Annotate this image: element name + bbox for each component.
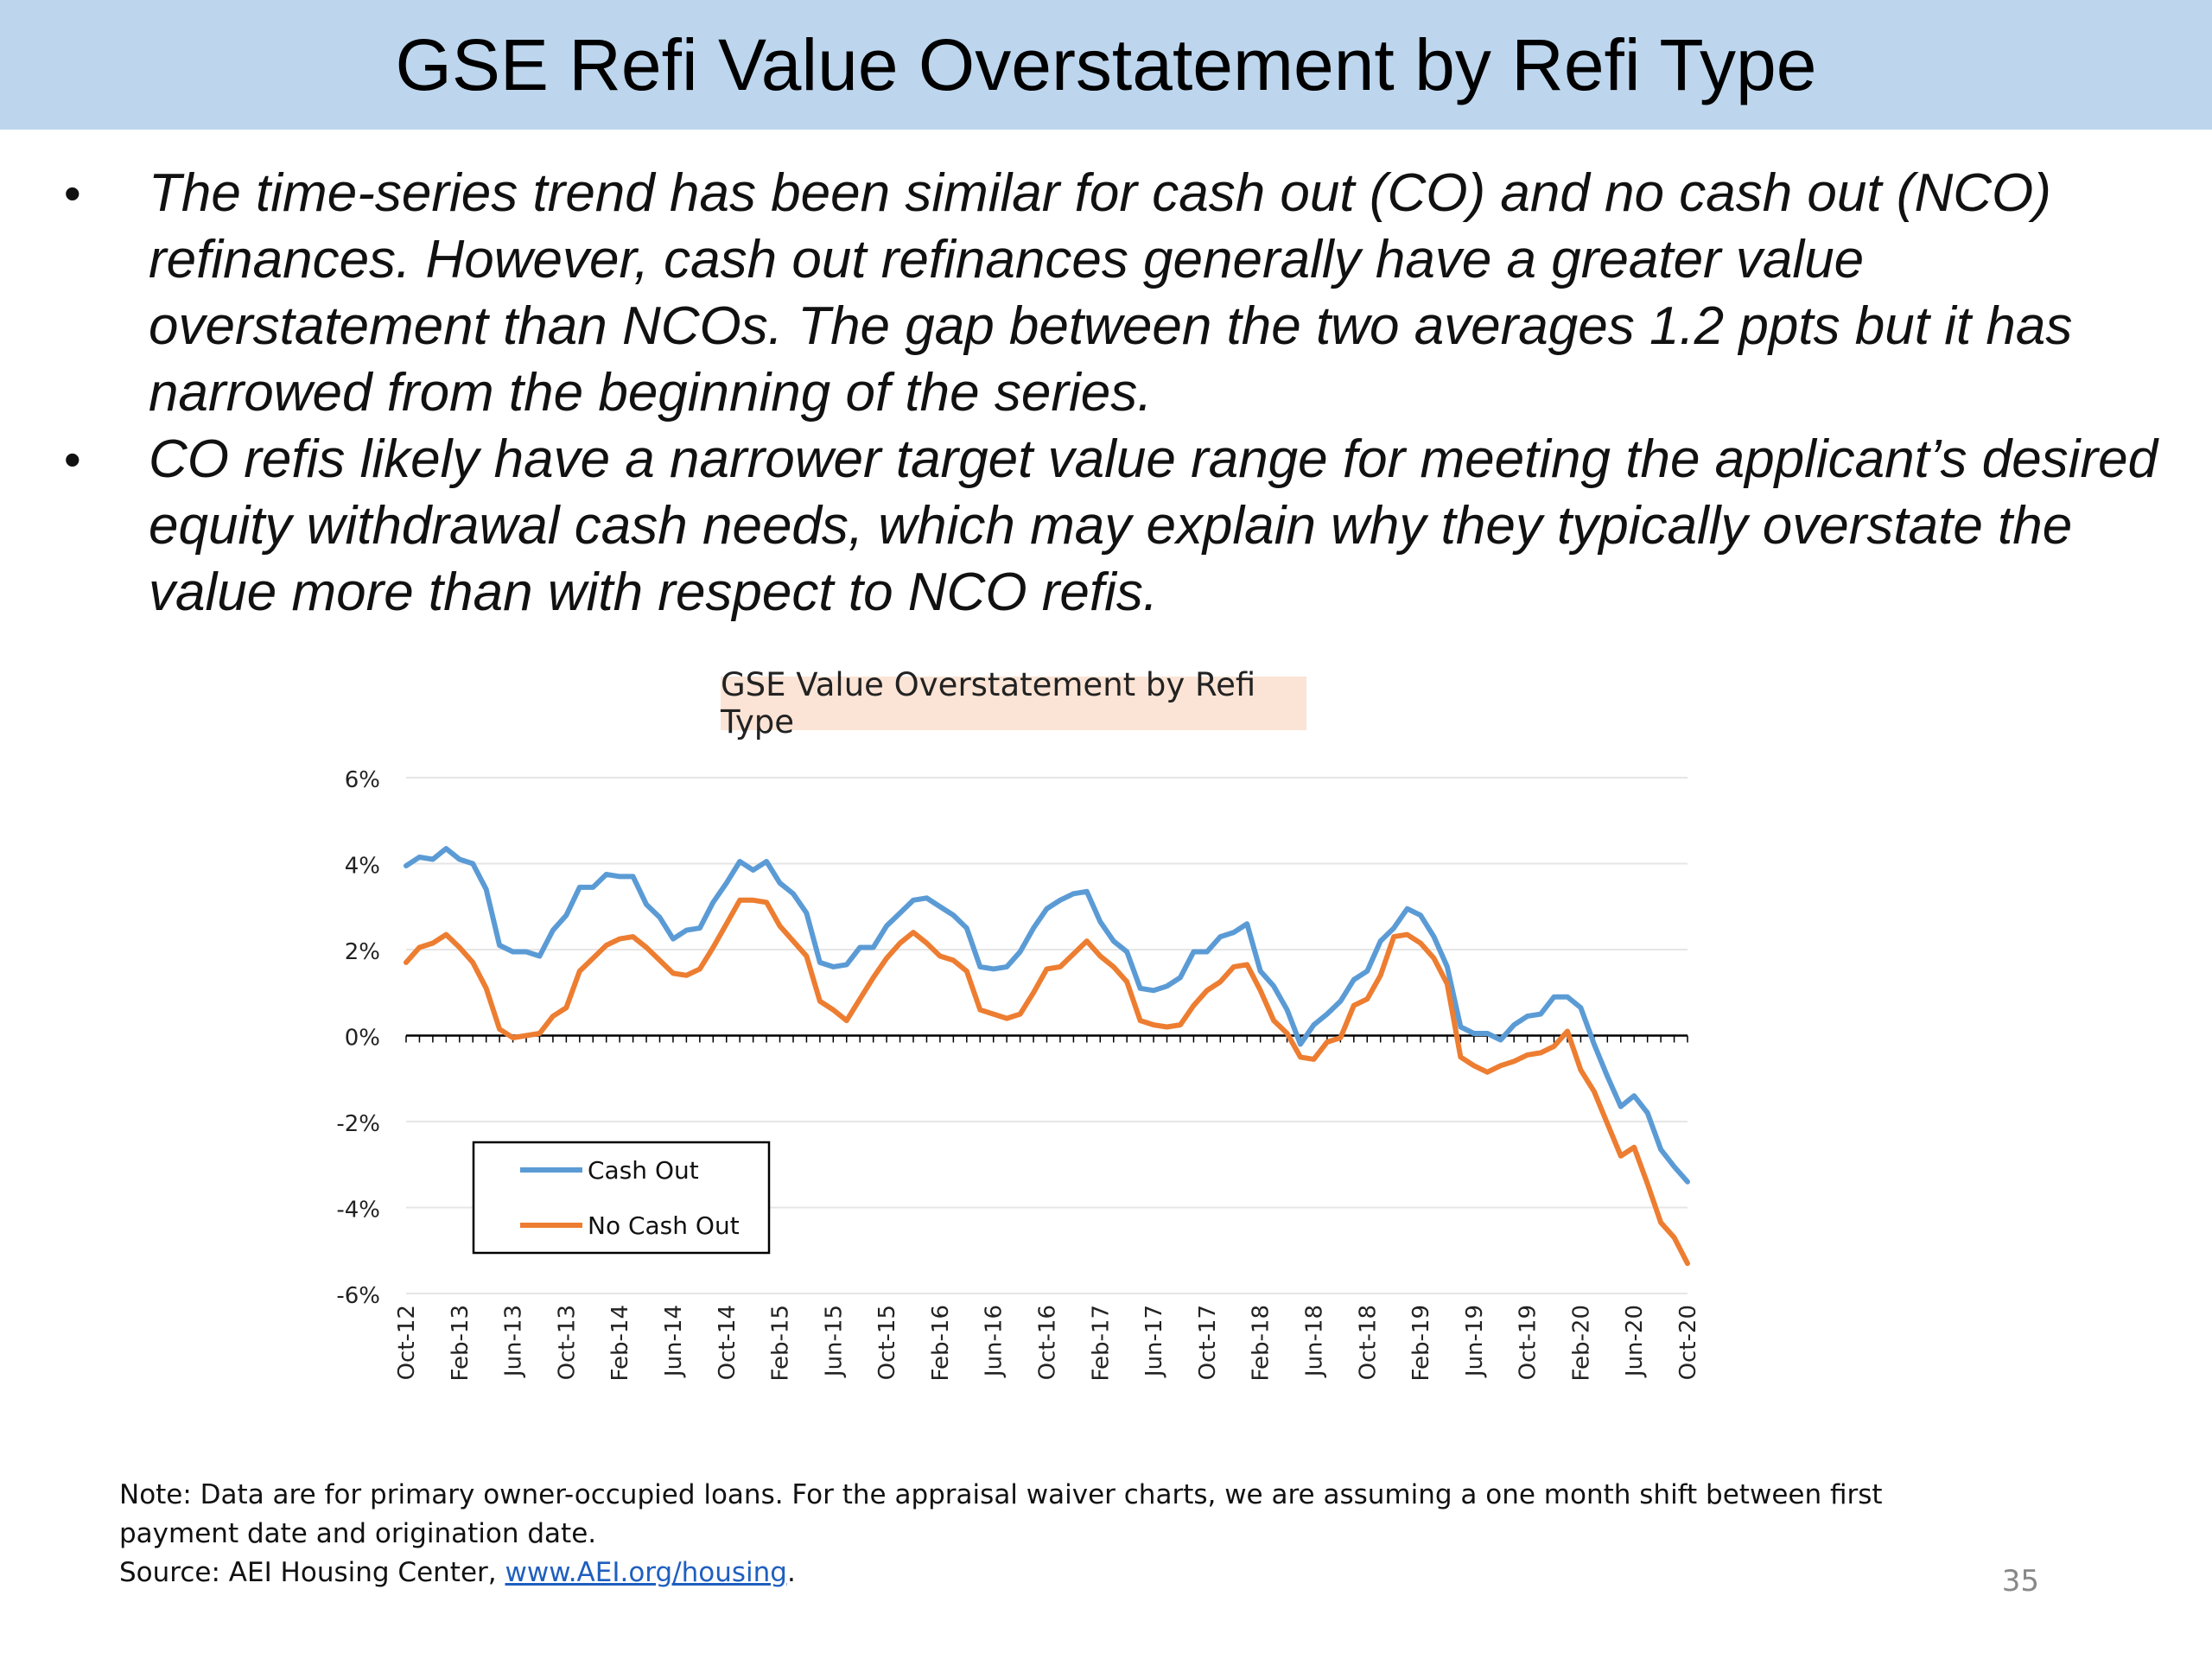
x-tick-label: Oct-18 bbox=[1355, 1305, 1381, 1380]
x-tick-label: Jun-17 bbox=[1141, 1305, 1167, 1378]
series-line-no-cash-out bbox=[404, 897, 1690, 1267]
source-suffix: . bbox=[786, 1557, 796, 1588]
legend-box bbox=[472, 1141, 771, 1255]
y-tick-label: 6% bbox=[345, 767, 380, 793]
source-line: Source: AEI Housing Center, www.AEI.org/… bbox=[119, 1554, 1916, 1592]
x-tick-label: Jun-16 bbox=[982, 1305, 1007, 1378]
bullet-list: • The time-series trend has been similar… bbox=[52, 160, 2160, 626]
x-tick-label: Jun-20 bbox=[1622, 1305, 1648, 1378]
legend-label-no-cash-out: No Cash Out bbox=[588, 1211, 740, 1240]
bullet-item: • CO refis likely have a narrower target… bbox=[52, 426, 2160, 626]
x-tick-label: Jun-14 bbox=[661, 1305, 687, 1378]
x-tick-label: Oct-17 bbox=[1195, 1305, 1221, 1380]
x-tick-label: Feb-15 bbox=[768, 1305, 794, 1382]
x-tick-label: Jun-19 bbox=[1462, 1305, 1488, 1378]
x-tick-label: Feb-17 bbox=[1088, 1305, 1114, 1382]
x-tick-label: Feb-16 bbox=[928, 1305, 954, 1382]
x-tick-label: Feb-20 bbox=[1568, 1305, 1594, 1382]
note-text: Note: Data are for primary owner-occupie… bbox=[119, 1479, 1883, 1549]
y-tick-label: 0% bbox=[345, 1026, 380, 1052]
y-tick-label: -2% bbox=[336, 1111, 380, 1137]
source-prefix: Source: AEI Housing Center, bbox=[119, 1557, 505, 1588]
page-number: 35 bbox=[2001, 1564, 2039, 1599]
line-chart: 6% 4% 2% 0% -2% -4% -6% Oct-12 Feb-13 Jun-13 Oct-1… bbox=[336, 767, 1701, 1382]
bullet-item: • The time-series trend has been similar… bbox=[52, 160, 2160, 426]
x-tick-label: Feb-18 bbox=[1249, 1305, 1274, 1382]
bullet-text: CO refis likely have a narrower target v… bbox=[149, 429, 2158, 622]
source-link[interactable]: www.AEI.org/housing bbox=[505, 1557, 787, 1588]
bullet-dot-icon: • bbox=[64, 166, 81, 220]
y-tick-label: 4% bbox=[345, 854, 380, 880]
x-tick-label: Oct-16 bbox=[1035, 1305, 1061, 1380]
bullet-dot-icon: • bbox=[64, 432, 81, 486]
bullet-text: The time-series trend has been similar f… bbox=[149, 163, 2073, 423]
x-tick-label: Oct-13 bbox=[554, 1305, 580, 1380]
x-tick-label: Jun-18 bbox=[1301, 1305, 1327, 1378]
slide-title: GSE Refi Value Overstatement by Refi Typ… bbox=[395, 23, 1817, 105]
x-tick-label: Oct-14 bbox=[715, 1305, 741, 1380]
x-tick-label: Feb-13 bbox=[448, 1305, 474, 1382]
x-tick-label: Jun-13 bbox=[501, 1305, 527, 1378]
x-tick-label: Oct-20 bbox=[1675, 1305, 1701, 1380]
x-tick-label: Oct-19 bbox=[1516, 1305, 1541, 1380]
legend-label-cash-out: Cash Out bbox=[588, 1156, 699, 1185]
x-tick-label: Feb-14 bbox=[607, 1305, 633, 1382]
x-tick-label: Feb-19 bbox=[1408, 1305, 1434, 1382]
y-tick-label: 2% bbox=[345, 939, 380, 965]
title-bar bbox=[0, 0, 2212, 130]
x-tick-label: Jun-15 bbox=[821, 1305, 847, 1378]
y-tick-label: -6% bbox=[336, 1283, 380, 1309]
note: Note: Data are for primary owner-occupie… bbox=[119, 1476, 1916, 1592]
x-tick-label: Oct-15 bbox=[874, 1305, 900, 1380]
x-tick-label: Oct-12 bbox=[394, 1305, 420, 1380]
y-tick-label: -4% bbox=[336, 1198, 380, 1224]
series-line-cash-out bbox=[404, 846, 1690, 1185]
